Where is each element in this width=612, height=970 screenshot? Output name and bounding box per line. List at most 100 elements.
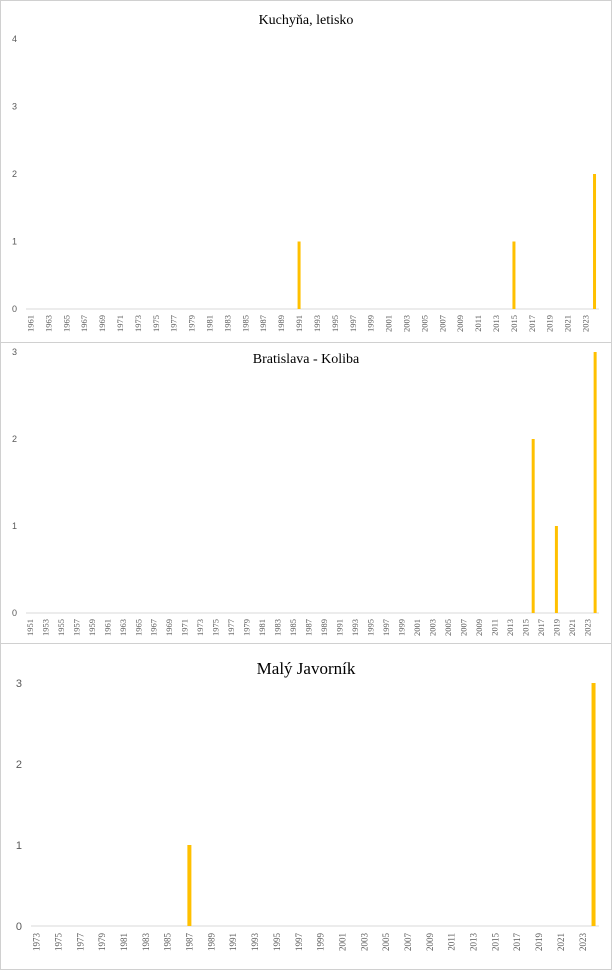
x-tick-label: 1969	[164, 619, 174, 636]
x-tick-label: 2019	[534, 933, 544, 952]
x-tick-label: 1991	[228, 933, 238, 951]
x-tick-label: 1955	[56, 619, 66, 636]
y-tick-label: 1	[12, 237, 17, 247]
x-tick-label: 2011	[473, 315, 483, 332]
x-tick-label: 2011	[489, 619, 499, 636]
x-tick-label: 1997	[294, 933, 304, 952]
y-tick-label: 2	[12, 169, 17, 179]
x-tick-label: 2005	[381, 933, 391, 952]
x-tick-label: 2003	[401, 315, 411, 332]
x-tick-label: 2001	[337, 933, 347, 951]
chart-panel-maly-javornik: Malý Javorník 0 1 2 3 1973 1975 1977 1979 1981 198…	[0, 643, 612, 970]
x-tick-label: 1987	[304, 619, 314, 636]
x-tick-label: 1995	[330, 315, 340, 332]
x-tick-label: 1951	[25, 619, 35, 636]
chart-kuchyna: Kuchyňa, letisko 0 1 2 3 4 1961 1963 1965 1967 196…	[12, 13, 599, 332]
x-tick-label: 1993	[250, 933, 260, 952]
x-tick-label: 1983	[141, 933, 151, 952]
x-tick-label: 2021	[563, 315, 573, 332]
x-tick-label: 2001	[412, 619, 422, 636]
x-tick-label: 2019	[545, 315, 555, 332]
x-tick-label: 1983	[222, 315, 232, 332]
x-tick-label: 2013	[469, 933, 479, 952]
x-tick-label: 1967	[149, 619, 159, 636]
chart-title: Bratislava - Koliba	[253, 352, 360, 367]
x-tick-label: 1993	[350, 619, 360, 636]
x-tick-label: 2017	[512, 933, 522, 952]
x-tick-label: 2007	[458, 619, 468, 636]
x-tick-label: 1977	[75, 933, 85, 952]
x-tick-label: 1985	[288, 619, 298, 636]
x-tick-label: 1989	[319, 619, 329, 636]
x-tick-label: 1975	[211, 619, 221, 636]
y-tick-label: 2	[16, 759, 22, 771]
y-tick-label: 0	[16, 921, 22, 933]
x-tick-label: 1975	[53, 933, 63, 952]
bar-2019	[554, 526, 558, 613]
y-tick-label: 3	[16, 678, 22, 690]
y-tick-label: 3	[12, 347, 17, 357]
x-tick-label: 2009	[455, 315, 465, 332]
chart-panel-bratislava-koliba: Bratislava - Koliba 0 1 2 3 1951 1953 1955 1957 1…	[0, 342, 612, 644]
x-tick-label: 1973	[133, 315, 143, 332]
x-tick-label: 1973	[32, 933, 42, 952]
x-tick-label: 1981	[205, 315, 215, 332]
bar-2016	[531, 439, 535, 613]
x-tick-label: 1995	[366, 619, 376, 636]
x-tick-label: 2005	[419, 315, 429, 332]
x-tick-label: 2009	[425, 933, 435, 952]
x-tick-label: 2005	[443, 619, 453, 636]
x-tick-label: 2015	[520, 619, 530, 636]
x-tick-label: 1973	[195, 619, 205, 636]
x-tick-label: 2015	[509, 315, 519, 332]
x-tick-label: 1999	[366, 315, 376, 332]
x-tick-label: 1975	[151, 315, 161, 332]
x-tick-label: 2013	[505, 619, 515, 636]
y-tick-label: 1	[16, 840, 22, 852]
x-tick-label: 1981	[257, 619, 267, 636]
y-tick-label: 0	[12, 304, 17, 314]
x-tick-label: 1997	[381, 619, 391, 636]
x-tick-label: 1963	[118, 619, 128, 636]
x-tick-label: 1997	[348, 315, 358, 332]
bar-2024	[591, 683, 596, 926]
chart-maly-javornik: Malý Javorník 0 1 2 3 1973 1975 1977 1979 1981 198…	[16, 659, 599, 952]
x-tick-label: 1987	[185, 933, 195, 952]
x-tick-label: 1959	[87, 619, 97, 636]
x-tick-label: 2007	[403, 933, 413, 952]
x-tick-label: 1979	[187, 315, 197, 332]
x-tick-label: 1953	[40, 619, 50, 636]
x-tick-label: 1969	[97, 315, 107, 332]
y-tick-label: 0	[12, 608, 17, 618]
x-tick-label: 1999	[397, 619, 407, 636]
x-tick-label: 1957	[71, 619, 81, 636]
x-tick-label: 1963	[43, 315, 53, 332]
x-tick-label: 1989	[276, 315, 286, 332]
x-tick-label: 2011	[447, 933, 457, 951]
chart-bratislava-koliba: Bratislava - Koliba 0 1 2 3 1951 1953 1955 1957 1…	[12, 347, 599, 636]
chart-panel-kuchyna: Kuchyňa, letisko 0 1 2 3 4 1961 1963 1965 1967 196…	[0, 0, 612, 343]
x-tick-label: 1965	[133, 619, 143, 636]
x-tick-label: 2021	[567, 619, 577, 636]
x-tick-label: 1991	[294, 315, 304, 332]
bar-1991	[297, 241, 301, 309]
x-tick-label: 2023	[581, 315, 591, 332]
x-tick-label: 2023	[582, 619, 592, 636]
chart-title: Kuchyňa, letisko	[259, 13, 354, 28]
x-tick-label: 2015	[490, 933, 500, 952]
x-tick-label: 2017	[536, 619, 546, 636]
x-tick-label: 1961	[102, 619, 112, 636]
x-tick-label: 1965	[61, 315, 71, 332]
x-tick-label: 2017	[527, 315, 537, 332]
x-tick-label: 2003	[427, 619, 437, 636]
x-tick-label: 1979	[242, 619, 252, 636]
x-tick-label: 1983	[273, 619, 283, 636]
x-tick-label: 1985	[240, 315, 250, 332]
chart-title: Malý Javorník	[257, 659, 356, 678]
x-tick-label: 1979	[97, 933, 107, 952]
x-tick-label: 1989	[206, 933, 216, 952]
x-tick-label: 1971	[180, 619, 190, 636]
x-tick-label: 1981	[119, 933, 129, 951]
bar-2015	[512, 241, 516, 309]
y-tick-label: 3	[12, 102, 17, 112]
